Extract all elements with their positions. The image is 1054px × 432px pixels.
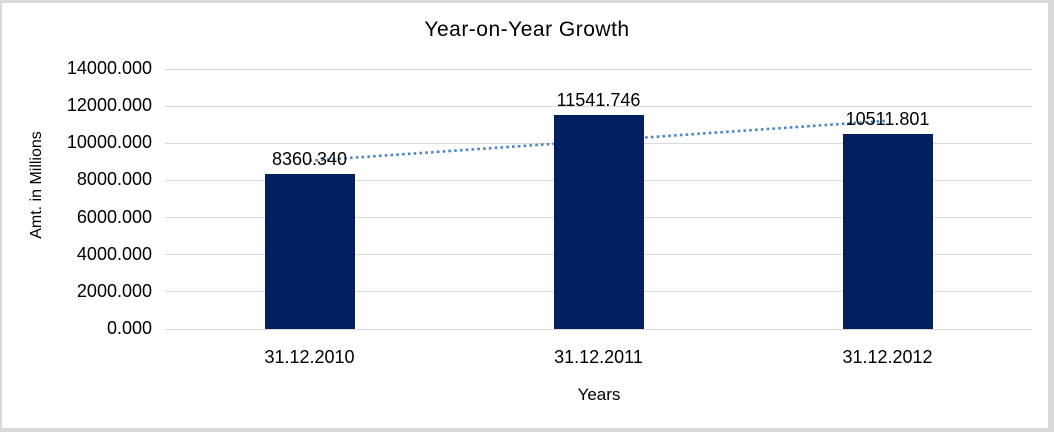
y-axis-tick-label: 0.000 [106,318,152,338]
y-axis-tick-label: 8000.000 [76,169,152,190]
bar [553,114,644,329]
y-axis-tick-label: 14000.000 [66,58,152,78]
y-axis-tick-label: 2000.000 [76,280,152,301]
y-axis-tick-label: 4000.000 [76,243,152,264]
x-axis-title: Years [577,385,621,404]
chart-title: Year-on-Year Growth [424,18,630,41]
y-axis-tick-label: 6000.000 [76,206,152,227]
bar-value-label: 11541.746 [556,89,641,110]
x-axis-category-label: 31.12.2010 [264,347,355,367]
x-axis-category-label: 31.12.2011 [554,347,643,367]
bar-value-label: 8360.340 [271,148,348,169]
bar [842,133,933,329]
bar [264,173,355,329]
y-axis-tick-label: 10000.000 [66,132,152,153]
x-axis-category-label: 31.12.2012 [842,347,933,367]
bar-value-label: 10511.801 [845,108,930,129]
gridline [165,328,1032,330]
y-axis-tick-label: 12000.000 [66,95,152,116]
gridline [165,105,1032,107]
gridline [165,68,1032,70]
